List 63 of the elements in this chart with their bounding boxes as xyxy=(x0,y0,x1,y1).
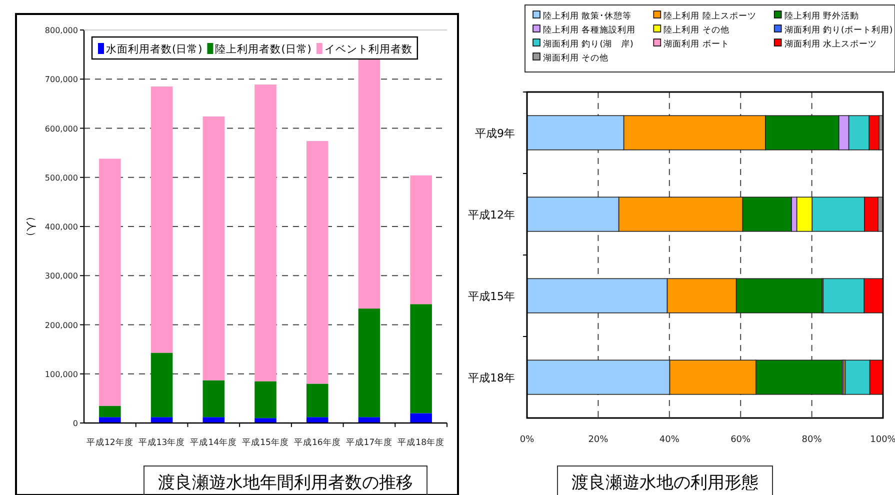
x-tick-label: 60% xyxy=(730,435,752,445)
bar xyxy=(254,418,276,423)
bar xyxy=(358,58,380,309)
y-tick-label: 300,000 xyxy=(44,272,78,281)
y-tick-label: 平成18年 xyxy=(468,371,515,384)
bar xyxy=(202,116,225,380)
legend-label: 湖面利用 釣り(ボート利用) xyxy=(784,24,893,36)
legend-label: 湖面利用 ボート xyxy=(664,38,730,50)
text: 渡良瀬遊水地の利用形態 xyxy=(572,473,758,493)
bar xyxy=(99,417,121,423)
bar xyxy=(306,417,328,423)
bar xyxy=(410,413,432,423)
y-tick-label: 600,000 xyxy=(44,124,78,134)
text: 渡良瀬遊水地年間利用者数の推移 xyxy=(158,473,413,493)
bar xyxy=(306,141,328,384)
bar xyxy=(254,84,276,382)
y-tick-label: 平成12年 xyxy=(468,208,515,222)
legend-label: 陸上利用 陸上スポーツ xyxy=(664,10,756,22)
x-tick-label: 100% xyxy=(870,435,895,445)
x-tick-label: 平成18年度 xyxy=(398,437,444,448)
bar xyxy=(254,381,276,418)
x-tick-label: 平成13年度 xyxy=(138,437,186,448)
y-tick-label: 700,000 xyxy=(44,75,78,84)
bar xyxy=(99,406,121,418)
legend-label: 陸上利用者数(日常) xyxy=(215,42,312,56)
legend-label: イベント利用者数 xyxy=(324,42,412,56)
x-tick-label: 40% xyxy=(659,435,680,445)
bar xyxy=(150,86,173,353)
legend-label: 陸上利用 散策･休憩等 xyxy=(543,10,632,22)
y-tick-label: 100,000 xyxy=(44,370,78,379)
legend-label: 陸上利用 各種施設利用 xyxy=(543,24,636,36)
x-tick-label: 20% xyxy=(588,435,609,445)
legend-label: 陸上利用 野外活動 xyxy=(784,10,860,22)
x-tick-label: 平成12年度 xyxy=(86,437,134,448)
y-tick-label: 800,000 xyxy=(44,26,78,35)
bar xyxy=(99,158,121,406)
y-tick-label: 平成9年 xyxy=(475,126,515,140)
legend-label: 水面利用者数(日常) xyxy=(106,42,202,56)
bar xyxy=(410,175,432,304)
x-tick-label: 平成16年度 xyxy=(294,437,341,448)
y-tick-label: 500,000 xyxy=(44,173,78,182)
bar xyxy=(358,417,380,423)
bar xyxy=(202,380,225,418)
bar xyxy=(410,304,432,414)
bar xyxy=(202,417,225,423)
bar xyxy=(150,352,173,418)
x-tick-label: 0% xyxy=(520,435,535,445)
x-tick-label: 平成17年度 xyxy=(346,437,393,448)
y-axis-title: （人） xyxy=(25,212,36,242)
x-tick-label: 平成15年度 xyxy=(242,437,289,448)
legend-label: 湖面利用 その他 xyxy=(543,52,609,64)
legend-label: 陸上利用 その他 xyxy=(664,24,730,36)
bar xyxy=(358,308,380,418)
y-tick-label: 平成15年 xyxy=(468,290,515,303)
legend-label: 湖面利用 水上スポーツ xyxy=(784,38,878,50)
y-tick-label: 0 xyxy=(72,419,78,428)
x-tick-label: 80% xyxy=(802,435,822,445)
bar xyxy=(306,384,328,418)
x-tick-label: 平成14年度 xyxy=(190,437,238,448)
y-tick-label: 200,000 xyxy=(44,320,78,330)
legend-label: 湖面利用 釣り(湖 岸) xyxy=(543,38,634,50)
bar xyxy=(150,417,173,423)
y-tick-label: 400,000 xyxy=(44,222,78,232)
